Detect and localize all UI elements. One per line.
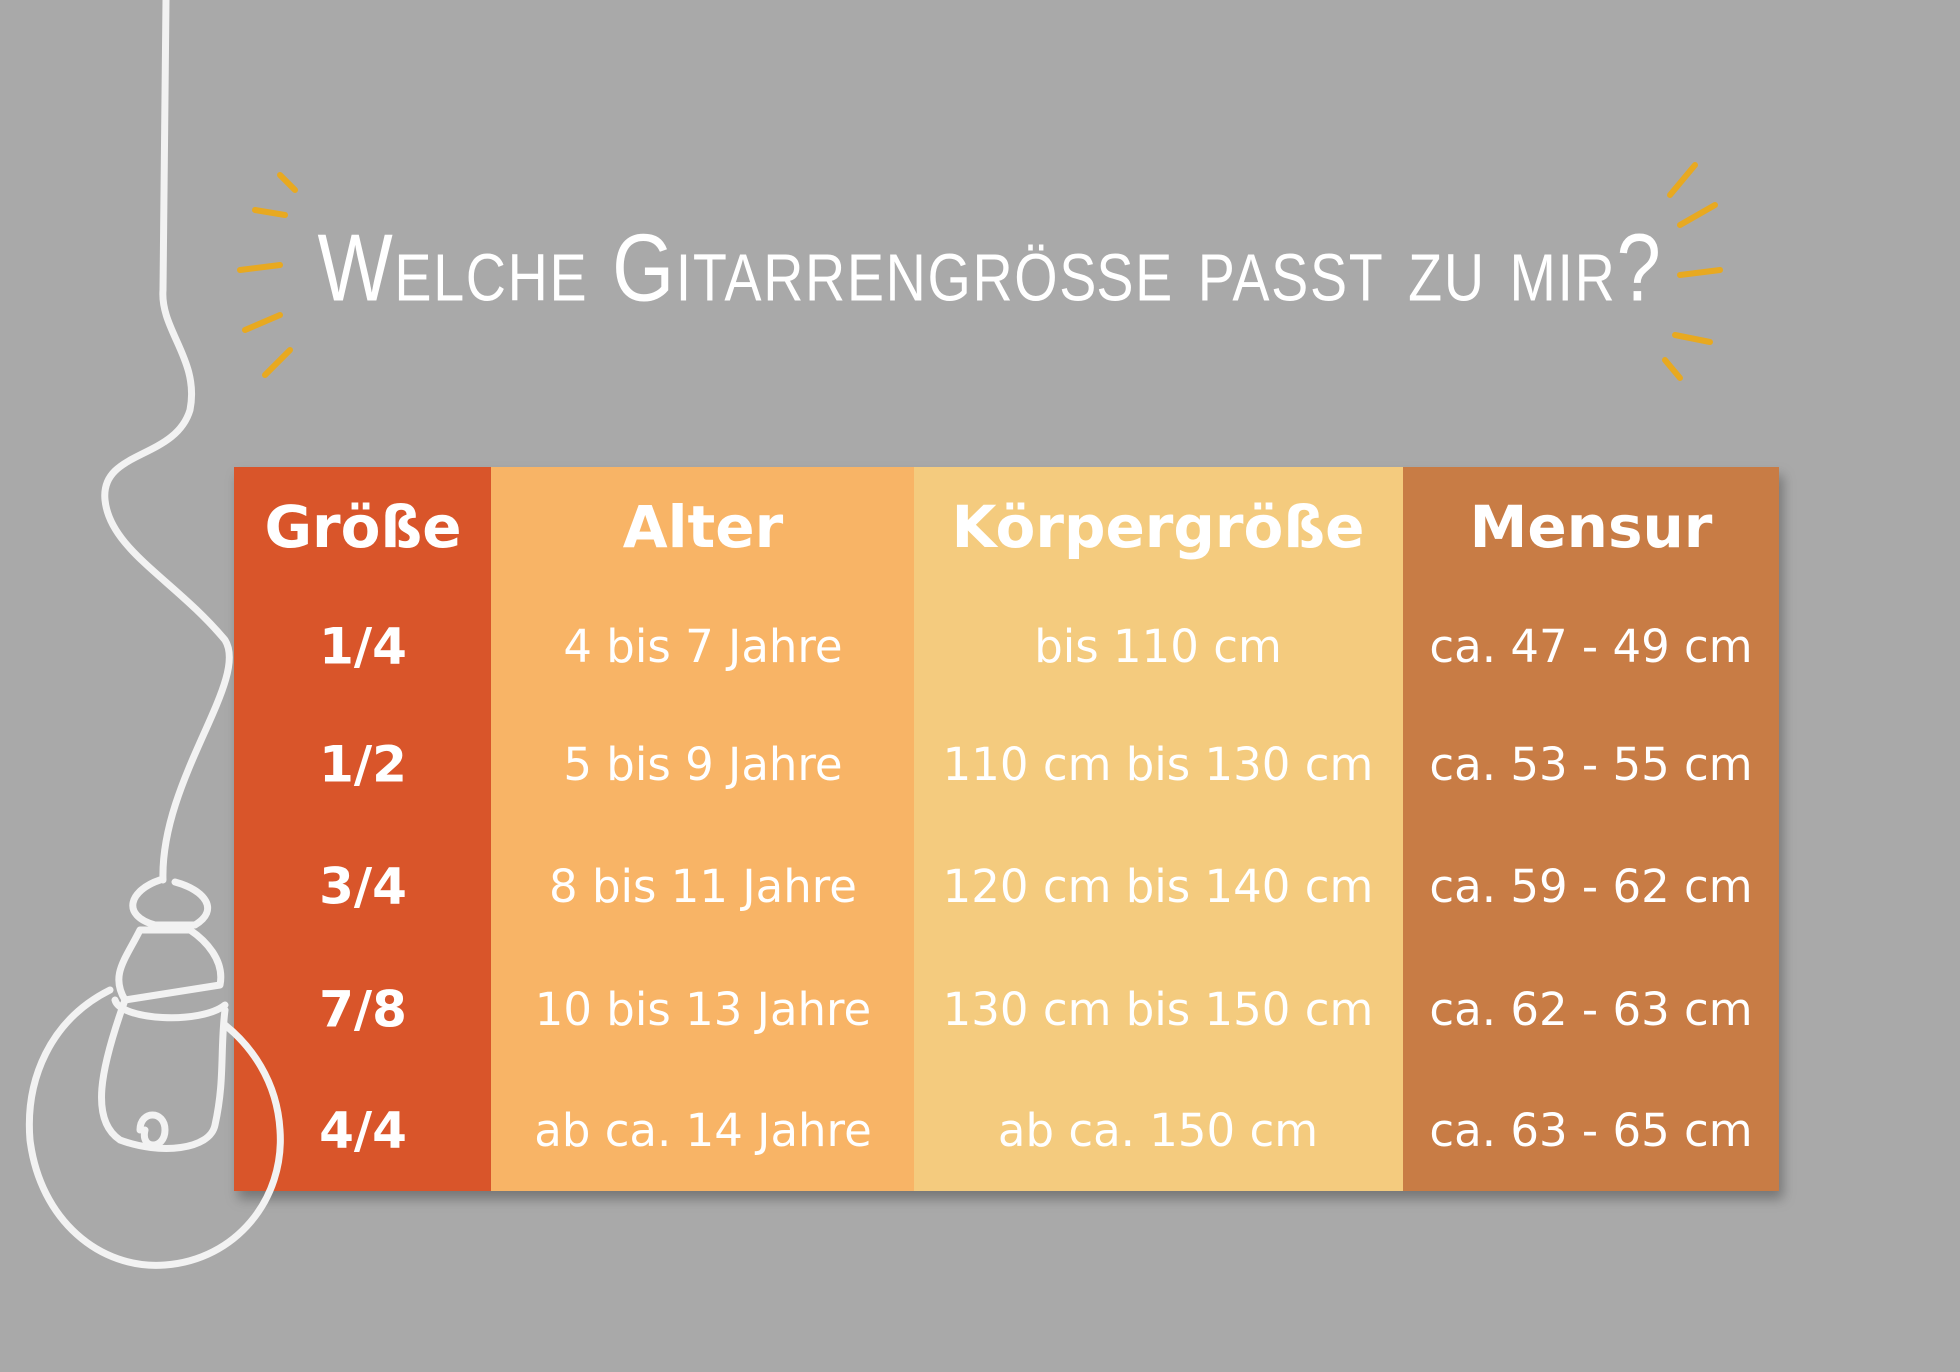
table-cell: 120 cm bis 140 cm — [943, 860, 1374, 913]
header-cell: Alter — [623, 493, 784, 561]
column-bg — [234, 467, 492, 1191]
table-cell: ca. 59 - 62 cm — [1429, 860, 1752, 913]
sun-rays — [237, 162, 1723, 381]
header-cell: Körpergröße — [952, 493, 1365, 561]
table-cell: ca. 63 - 65 cm — [1429, 1104, 1752, 1157]
table-cell: 110 cm bis 130 cm — [943, 738, 1374, 791]
table-cell: ca. 53 - 55 cm — [1429, 738, 1752, 791]
table — [234, 467, 1779, 1191]
header-cell: Mensur — [1470, 493, 1713, 561]
table-cell: ca. 62 - 63 cm — [1429, 983, 1752, 1036]
table-cell: 5 bis 9 Jahre — [563, 738, 842, 791]
table-cell: 1/4 — [319, 618, 407, 676]
lightbulb — [25, 0, 284, 1269]
table-cell: ca. 47 - 49 cm — [1429, 620, 1752, 673]
table-cell: ab ca. 14 Jahre — [534, 1104, 872, 1157]
table-cell: ab ca. 150 cm — [998, 1104, 1318, 1157]
header-cell: Größe — [264, 493, 461, 561]
table-cell: 8 bis 11 Jahre — [549, 860, 857, 913]
table-cell: 4 bis 7 Jahre — [563, 620, 842, 673]
table-cell: 4/4 — [319, 1102, 407, 1160]
table-cell: 7/8 — [319, 981, 407, 1039]
table-cell: 1/2 — [319, 736, 407, 794]
table-cells: Größe Alter Körpergröße Mensur 1/4 4 bis 7 Ja… — [264, 493, 1752, 1159]
table-cell: 10 bis 13 Jahre — [535, 983, 872, 1036]
column-bg — [914, 467, 1404, 1191]
table-cell: 3/4 — [319, 858, 407, 916]
column-bg — [1403, 467, 1779, 1191]
table-cell: bis 110 cm — [1034, 620, 1282, 673]
title: Welche Gitarrengröße passt zu mir? — [318, 214, 1663, 321]
table-cell: 130 cm bis 150 cm — [943, 983, 1374, 1036]
column-bg — [491, 467, 915, 1191]
